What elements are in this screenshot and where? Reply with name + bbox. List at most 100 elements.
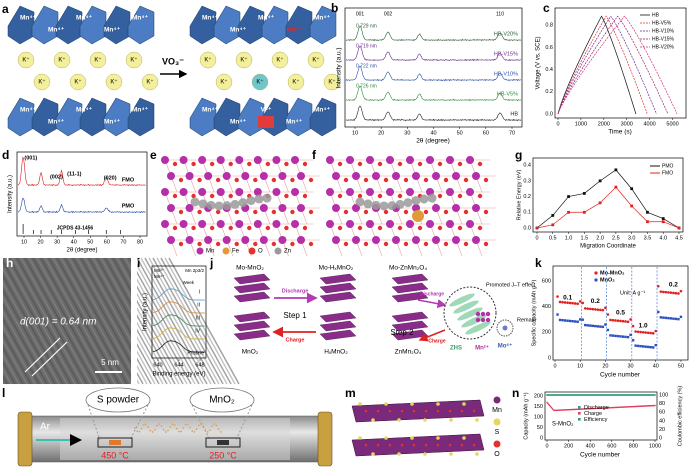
capacity-point (609, 319, 612, 322)
capacity-point (607, 329, 609, 331)
o-atom (344, 210, 348, 214)
panel-label: i (137, 256, 140, 270)
energy-point (599, 201, 602, 204)
tube-flange (18, 412, 32, 466)
o-atom (449, 444, 452, 447)
capacity-point (617, 335, 619, 337)
capacity-point (581, 302, 584, 305)
capacity-point (584, 324, 586, 326)
o-atom (344, 242, 348, 246)
energy-point (583, 192, 586, 195)
o-atom (216, 178, 220, 182)
sulfur-vapor (189, 427, 191, 429)
mn-atom (392, 236, 400, 244)
o-atom (404, 178, 408, 182)
legend-label: Mn³⁺ (154, 268, 165, 273)
mno6-octahedron (8, 6, 34, 44)
mn-atom (167, 236, 175, 244)
mn-atom (278, 236, 286, 244)
label: Mn⁴⁺ (104, 27, 121, 34)
o-atom (229, 162, 233, 166)
series-label: HB-V15% (494, 51, 518, 57)
o-atom (438, 226, 442, 230)
o-atom (197, 242, 201, 246)
mn-atom (198, 188, 206, 196)
x-tick-label: 600 (607, 443, 616, 449)
capacity-point (589, 324, 591, 326)
legend-swatch (275, 248, 282, 255)
label: Cycle number (600, 372, 641, 379)
mn-atom (406, 188, 414, 196)
o-atom (384, 178, 388, 182)
zn-path (263, 194, 272, 203)
mno2-slab (320, 321, 356, 331)
zn-path (372, 201, 381, 210)
rate-label: 0.5 (616, 310, 625, 317)
state-label: MnO₂ (242, 349, 259, 356)
label: Pristine (187, 350, 204, 356)
sulfur-vapor (154, 429, 156, 431)
capacity-point (579, 318, 581, 320)
capacity-point (602, 326, 604, 328)
o-atom (464, 242, 468, 246)
sulfur-vapor (185, 424, 187, 426)
capacity-point (667, 291, 670, 294)
sulfur-vapor (174, 424, 176, 426)
y-tick-label: 0.1 (523, 210, 531, 216)
o-atom (253, 178, 257, 182)
label: Step 2 (390, 328, 414, 337)
mno6-octahedron (32, 6, 58, 44)
mno2-slab (320, 312, 356, 322)
mno6-octahedron (104, 98, 130, 136)
s-atom (475, 418, 479, 422)
level-label: IV (195, 328, 200, 334)
label: Mn⁴⁺ (20, 15, 37, 22)
o-atom (378, 226, 382, 230)
mno2-slab (234, 330, 270, 340)
mno2-slab (234, 312, 270, 322)
label: Mn³⁺ (287, 27, 303, 34)
mn-atom (291, 220, 299, 228)
capacity-point (622, 320, 625, 323)
label: S-MnO₂ (552, 422, 574, 428)
o-atom (173, 194, 177, 198)
x-tick-label: 40 (71, 239, 77, 245)
label: Mn⁴⁺ (76, 15, 93, 22)
energy-curve (537, 187, 679, 228)
capacity-point (660, 290, 663, 293)
mn-atom (326, 188, 334, 196)
label: Mn⁴⁺ (76, 107, 93, 114)
mn-atom (332, 204, 340, 212)
o-atom (216, 242, 220, 246)
label: Step 1 (283, 311, 307, 320)
trace-label: PMO (122, 203, 135, 209)
o-atom (401, 410, 404, 413)
mn-atom (366, 220, 374, 228)
capacity-point (632, 339, 634, 341)
o-atom (444, 242, 448, 246)
sulfur-vapor (216, 425, 218, 427)
label: Mn⁴⁺ (20, 107, 37, 114)
mn-atom (432, 172, 440, 180)
label: Mn 2p3/2 (185, 268, 204, 273)
y-tick-label: 400 (542, 304, 551, 310)
mn-atom (346, 156, 354, 164)
legend-swatch (594, 278, 597, 281)
o-atom (413, 410, 416, 413)
s-atom (371, 452, 375, 456)
capacity-point (556, 313, 558, 315)
capacity-point (637, 345, 639, 347)
zn-path (215, 201, 224, 210)
o-atom (378, 162, 382, 166)
energy-point (551, 223, 554, 226)
y-tick-label: 40 (659, 418, 665, 424)
label: d(001) = 0.64 nm (20, 317, 96, 328)
o-atom (247, 162, 251, 166)
label: Mn⁴⁺ (48, 119, 65, 126)
capacity-point (677, 292, 680, 295)
capacity-point (660, 316, 662, 318)
k-label: K⁺ (292, 79, 299, 86)
k-label: K⁺ (220, 79, 227, 86)
capacity-point (655, 344, 657, 346)
mn-atom (223, 172, 231, 180)
